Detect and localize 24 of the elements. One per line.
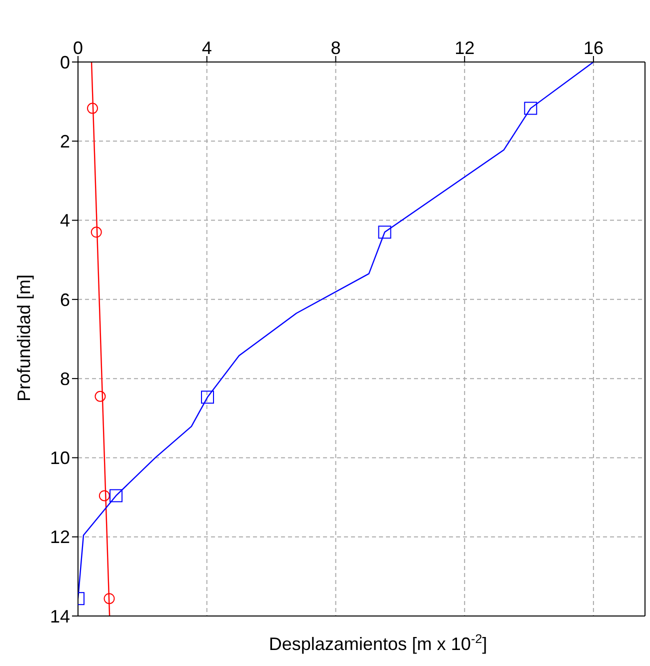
- point: [201, 390, 214, 404]
- y-tick-label: 2: [60, 132, 70, 152]
- y-tick-label: 10: [50, 448, 70, 468]
- y-tick-label: 12: [50, 527, 70, 548]
- point: [86, 102, 98, 114]
- point: [90, 226, 102, 238]
- point: [524, 102, 538, 115]
- x-axis-title: Desplazamientos [m x 10$^{-2}$]: [268, 632, 488, 654]
- y-tick-label: 0: [60, 52, 70, 72]
- point: [94, 390, 106, 402]
- y-tick-label: 14: [50, 606, 70, 626]
- y-tick-label: 4: [60, 210, 70, 231]
- y-tick-label: 6: [60, 290, 70, 310]
- point: [110, 489, 123, 502]
- y-tick-label: 8: [60, 368, 70, 389]
- x-tick-label: 16: [583, 38, 604, 58]
- x-tick-label: 12: [454, 38, 475, 58]
- point: [378, 226, 392, 239]
- x-tick-label: 8: [330, 38, 341, 58]
- point: [98, 490, 110, 502]
- point: [104, 593, 115, 604]
- x-tick-label: 0: [72, 38, 84, 58]
- x-tick-label: 4: [202, 38, 212, 58]
- y-axis-title: Profundidad [m]: [14, 274, 34, 402]
